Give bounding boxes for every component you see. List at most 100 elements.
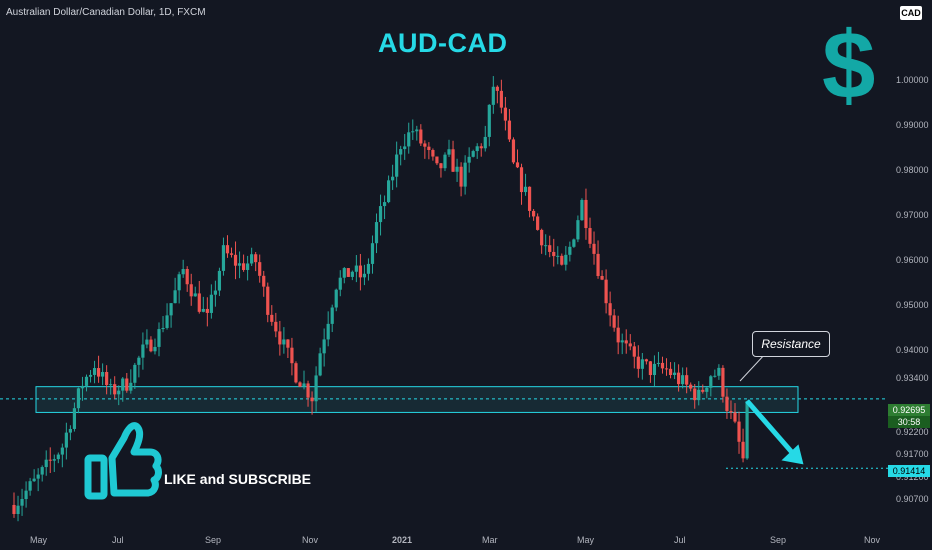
candle-body: [105, 371, 109, 386]
candle-body: [133, 364, 137, 383]
candle-body: [20, 499, 24, 506]
dollar-icon: $: [822, 12, 876, 119]
candle-body: [40, 467, 44, 475]
candle-body: [109, 384, 113, 386]
resistance-zone: [35, 386, 799, 413]
candle-body: [677, 372, 681, 385]
candle-body: [745, 401, 749, 459]
y-tick-label: 0.94000: [896, 345, 929, 356]
candle-body: [612, 315, 616, 328]
x-tick-label: Jul: [674, 535, 686, 545]
candle-body: [447, 149, 451, 155]
candle-body: [149, 339, 153, 352]
y-tick-label: 1.00000: [896, 74, 929, 85]
candle-body: [217, 270, 222, 291]
candle-body: [463, 162, 467, 187]
y-tick-label: 0.91700: [896, 449, 929, 460]
candle-body: [439, 163, 443, 169]
candle-body: [580, 199, 584, 221]
candle-body: [278, 331, 282, 345]
candle-body: [584, 199, 588, 229]
candle-body: [258, 262, 262, 276]
x-tick-label: May: [30, 535, 48, 545]
candle-body: [443, 154, 447, 169]
resistance-callout: Resistance: [752, 331, 830, 357]
candle-body: [660, 362, 665, 369]
candle-body: [721, 367, 725, 397]
candle-body: [68, 428, 72, 433]
candle-body: [435, 156, 439, 164]
candle-body: [431, 150, 435, 157]
candle-body: [491, 86, 495, 105]
candle-body: [527, 186, 532, 211]
candle-body: [568, 246, 572, 255]
candle-body: [193, 293, 197, 297]
candle-body: [628, 343, 632, 347]
candle-body: [656, 362, 661, 364]
candle-body: [709, 376, 713, 388]
candle-body: [636, 356, 640, 369]
candle-body: [499, 90, 503, 108]
candle-body: [366, 263, 371, 274]
candle-body: [84, 376, 89, 386]
candle-body: [620, 340, 624, 343]
candle-body: [475, 146, 479, 152]
x-tick-label: May: [577, 535, 595, 545]
candle-body: [487, 104, 491, 137]
currency-tag[interactable]: CAD: [900, 6, 922, 20]
candle-body: [141, 344, 145, 358]
candle-body: [153, 346, 157, 352]
candle-body: [282, 339, 286, 345]
candle-body: [386, 180, 391, 203]
candle-body: [515, 162, 520, 168]
candle-body: [346, 268, 350, 277]
candle-body: [354, 265, 358, 272]
candle-body: [12, 504, 16, 514]
candle-body: [479, 146, 483, 149]
candle-body: [290, 347, 294, 364]
candle-body: [350, 271, 354, 277]
candle-body: [382, 202, 387, 207]
candle-body: [318, 353, 322, 376]
candle-body: [201, 308, 205, 312]
y-tick-label: 0.90700: [896, 494, 929, 505]
candle-body: [80, 385, 85, 389]
callout-pointer: [739, 352, 767, 382]
candle-body: [36, 474, 40, 479]
candle-body: [72, 408, 77, 429]
candle-body: [648, 361, 653, 376]
candle-body: [532, 210, 536, 217]
thumbs-up-icon: [84, 422, 162, 500]
candle-body: [326, 323, 330, 340]
candle-body: [427, 146, 431, 151]
candle-body: [129, 382, 133, 391]
candle-body: [725, 396, 729, 412]
x-tick-label: Sep: [205, 535, 222, 545]
candle-body: [181, 269, 185, 275]
candle-body: [334, 289, 338, 308]
candle-body: [705, 387, 709, 392]
candle-body: [564, 254, 568, 265]
candle-body: [523, 186, 528, 193]
candle-body: [411, 131, 415, 133]
candle-body: [88, 374, 93, 377]
candle-body: [274, 321, 278, 332]
candle-body: [24, 490, 28, 500]
candle-body: [693, 388, 697, 401]
candle-body: [495, 86, 499, 91]
candle-body: [701, 389, 705, 392]
candle-body: [125, 378, 129, 391]
candle-body: [604, 279, 608, 304]
candle-body: [64, 432, 68, 448]
candle-body: [572, 239, 576, 247]
candle-body: [145, 339, 149, 345]
candle-body: [314, 375, 318, 402]
candle-body: [378, 206, 383, 223]
candle-body: [556, 255, 560, 257]
candle-body: [733, 412, 737, 422]
candle-body: [644, 359, 648, 362]
candle-body: [205, 308, 209, 313]
candle-body: [161, 327, 165, 330]
current-price-badge: 0.92695: [888, 404, 930, 416]
